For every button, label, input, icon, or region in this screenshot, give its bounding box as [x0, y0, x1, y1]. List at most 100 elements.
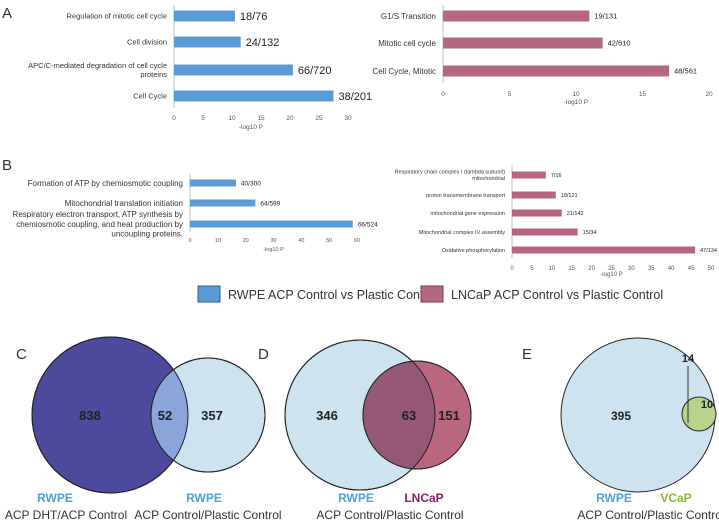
- venn-d-overlap-count: 63: [402, 408, 416, 423]
- data-label: 42/610: [608, 39, 631, 48]
- x-tick-label: 40: [298, 238, 304, 244]
- x-tick-label: 25: [608, 266, 615, 272]
- x-tick-label: 15: [257, 115, 265, 122]
- x-tick-label: 60: [354, 238, 360, 244]
- venn-d-right-count: 151: [438, 408, 460, 423]
- venn-c-right-top-label: RWPE: [186, 491, 222, 505]
- chart-b-left: 0 10 20 30 40 50 60 -log10 P Formation of ATP by…: [13, 174, 378, 253]
- category-label: Oxidative phosphorylation: [442, 248, 505, 254]
- data-label: 66/524: [358, 221, 378, 228]
- venn-e-left-top-label: RWPE: [596, 491, 632, 505]
- x-tick-label: 45: [688, 266, 695, 272]
- venn-c-overlap: [151, 358, 188, 472]
- data-label: 40/300: [241, 180, 261, 187]
- category-label: Mitochondrial translation initiation: [65, 199, 183, 208]
- data-label: 24/132: [246, 37, 280, 49]
- venn-d-left-top-label: RWPE: [338, 491, 374, 505]
- legend-rwpe-swatch: [197, 285, 221, 303]
- panel-letter-e: E: [522, 346, 532, 363]
- venn-e-bottom-label: ACP Control/Plastic Control: [577, 508, 719, 522]
- category-label: Regulation of mitotic cell cycle: [67, 12, 167, 21]
- venn-d-overlap: [363, 361, 435, 469]
- chart-b-right: 0 5 10 15 20 25 30 35 40 45 50 -log10 P Respiratory …: [395, 165, 717, 278]
- bar: [174, 10, 235, 22]
- category-label: proton transmembrane transport: [426, 193, 505, 199]
- venn-e-right-circle: [681, 396, 717, 432]
- venn-c-overlap-count: 52: [158, 408, 172, 423]
- bar: [512, 191, 556, 199]
- x-axis-label: -log10 P: [239, 124, 263, 131]
- data-label: 47/134: [700, 248, 717, 254]
- bar: [190, 199, 256, 207]
- category-label: Cell division: [127, 38, 167, 47]
- x-tick-label: 0: [172, 115, 176, 122]
- x-tick-label: 10: [548, 266, 555, 272]
- category-label: Mitotic cell cycle: [378, 39, 436, 48]
- venn-c-right-outline: [150, 357, 266, 473]
- x-axis-label: -log10 P: [600, 272, 622, 278]
- venn-d-left-count: 346: [316, 408, 338, 423]
- x-tick-label: 50: [326, 238, 332, 244]
- x-tick-label: 30: [344, 115, 352, 122]
- venn-e-right-count: 10: [701, 399, 713, 411]
- bar: [174, 90, 334, 102]
- chart-a-right: 0 5 10 15 20 -log10 P G1/S Transition 19/131 Mit…: [372, 5, 713, 106]
- x-tick-label: 10: [215, 238, 221, 244]
- x-tick-label: 30: [628, 266, 635, 272]
- venn-e-right-top-label: VCaP: [660, 491, 691, 505]
- category-label: Mitochondrial complex IV assembly: [419, 230, 505, 236]
- venn-e-left-count: 395: [611, 409, 631, 423]
- x-tick-label: 15: [568, 266, 575, 272]
- category-label: APC/C-mediated degradation of cell cycle…: [28, 61, 167, 79]
- data-label: 21/142: [567, 211, 584, 217]
- panel-letter-a: A: [2, 5, 12, 22]
- x-tick-label: 25: [315, 115, 323, 122]
- venn-d-right-outline: [362, 360, 472, 470]
- venn-c-right-count: 357: [201, 408, 223, 423]
- x-tick-label: 5: [508, 91, 512, 98]
- x-tick-label: 20: [588, 266, 595, 272]
- data-label: 38/201: [339, 91, 373, 103]
- x-tick-label: 5: [530, 266, 534, 272]
- x-tick-label: 0: [188, 238, 191, 244]
- venn-c-left-top-label: RWPE: [37, 491, 73, 505]
- x-tick-label: 5: [201, 115, 205, 122]
- data-label: 66/720: [298, 65, 332, 77]
- bar: [443, 10, 590, 22]
- data-label: 64/599: [260, 200, 280, 207]
- chart-a-left: 0 5 10 15 20 25 30 -log10 P Regulation of mitoti…: [28, 5, 372, 131]
- venn-d-right-top-label: LNCaP: [404, 491, 443, 505]
- x-tick-label: 30: [270, 238, 276, 244]
- data-label: 7/16: [551, 173, 562, 179]
- x-tick-label: 15: [639, 91, 647, 98]
- panel-letter-b: B: [2, 157, 12, 174]
- category-label: Cell Cycle, Mitotic: [372, 67, 436, 76]
- legend-lncap-swatch: [420, 285, 444, 303]
- category-label: Respiratory chain complex I (lambda subu…: [395, 170, 506, 183]
- bar: [190, 179, 236, 187]
- category-label: G1/S Transition: [381, 12, 436, 21]
- venn-d-bottom-label: ACP Control/Plastic Control: [316, 508, 463, 522]
- x-tick-label: 20: [286, 115, 294, 122]
- category-label: Cell Cycle: [133, 92, 167, 101]
- venn-c-left-outline: [31, 336, 189, 494]
- data-label: 18/121: [561, 193, 578, 199]
- bar: [512, 228, 578, 236]
- venn-e-overlap-count: 14: [682, 353, 695, 365]
- venn-c-left-count: 838: [79, 408, 101, 423]
- x-tick-label: 35: [648, 266, 655, 272]
- category-label: Formation of ATP by chemiosmotic couplin…: [28, 179, 183, 188]
- data-label: 19/131: [594, 12, 617, 21]
- data-label: 18/76: [240, 11, 268, 23]
- venn-d: 346 63 151 RWPE LNCaP ACP Control/Plasti…: [284, 339, 472, 522]
- bar: [443, 37, 603, 49]
- venn-e: 14 395 10 RWPE VCaP ACP Control/Plastic …: [560, 337, 719, 522]
- data-label: 15/34: [583, 230, 597, 236]
- venn-c-left-bottom-label: ACP DHT/ACP Control: [5, 508, 127, 522]
- venn-c-right-bottom-label: ACP Control/Plastic Control: [134, 508, 281, 522]
- legend-rwpe-label: RWPE ACP Control vs Plastic Control: [228, 288, 437, 302]
- bar: [512, 246, 696, 254]
- data-label: 48/561: [674, 67, 697, 76]
- bar: [190, 220, 353, 228]
